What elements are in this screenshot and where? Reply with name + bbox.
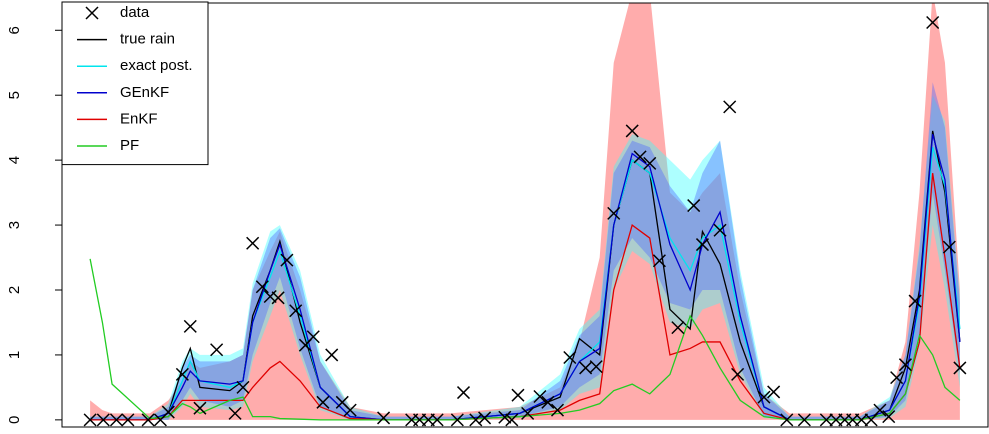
data-point [271, 291, 285, 305]
data-point [228, 406, 242, 420]
data-point [498, 410, 512, 424]
data-point [607, 206, 621, 220]
data-point [263, 289, 277, 304]
data-point [780, 413, 794, 427]
data-point [456, 386, 471, 400]
plot-area [83, 3, 967, 427]
y-tick-label: 0 [6, 416, 23, 424]
data-point [430, 413, 444, 427]
legend-label: PF [120, 137, 139, 154]
data-point [731, 367, 745, 381]
data-point [652, 254, 666, 268]
legend-label: EnKF [120, 110, 158, 127]
data-point [505, 413, 519, 427]
y-tick-label: 6 [6, 26, 23, 34]
data-point [873, 403, 887, 417]
data-point [908, 294, 922, 308]
legend: data true rain exact post. GEnKF EnKF PF [61, 1, 209, 166]
y-tick-label: 4 [6, 156, 23, 164]
data-point [550, 403, 565, 417]
data-point [589, 360, 603, 374]
data-point [563, 350, 577, 365]
data-point [521, 406, 535, 420]
data-point [625, 124, 639, 138]
uncertainty-band [90, 3, 960, 420]
data-point [450, 413, 464, 427]
data-point [541, 395, 555, 409]
data-point [854, 413, 869, 427]
uncertainty-band [90, 82, 960, 420]
data-point [289, 304, 303, 318]
legend-label: data [120, 4, 150, 21]
y-tick-label: 5 [6, 91, 23, 99]
data-point [723, 100, 737, 114]
data-point [96, 413, 110, 427]
data-point [121, 413, 135, 427]
data-point [579, 361, 593, 375]
data-point [926, 15, 940, 30]
data-point [141, 413, 155, 427]
data-point [819, 413, 833, 427]
y-axis: 0 1 2 3 4 5 6 [6, 26, 62, 424]
data-point [306, 330, 320, 344]
data-point [898, 358, 912, 372]
data-point [255, 280, 269, 294]
data-point [236, 380, 250, 394]
data-point [757, 390, 771, 404]
data-point [246, 236, 260, 250]
data-point [478, 411, 492, 425]
data-point [109, 413, 124, 427]
data-point [175, 367, 189, 381]
data-point [161, 405, 175, 419]
data-point [193, 401, 207, 415]
legend-label: exact post. [120, 57, 193, 74]
data-point [343, 403, 357, 417]
data-point [953, 361, 967, 375]
data-point [713, 223, 727, 237]
legend-marker [85, 6, 99, 20]
data-point [797, 413, 811, 427]
data-point [671, 321, 685, 335]
data-point [469, 413, 483, 427]
plot-frame [61, 2, 989, 428]
data-point [183, 319, 197, 333]
data-point [767, 385, 781, 399]
data-point [210, 343, 224, 357]
legend-label: true rain [120, 31, 175, 48]
legend-box [61, 1, 209, 166]
data-point [325, 348, 339, 362]
data-point [633, 150, 647, 164]
y-tick-label: 1 [6, 351, 23, 359]
data-point [687, 199, 701, 213]
data-point [942, 240, 956, 254]
data-point [643, 156, 657, 170]
y-tick-label: 2 [6, 286, 23, 294]
data-point [377, 411, 391, 425]
data-point [280, 253, 294, 267]
data-point [695, 238, 709, 252]
data-point [511, 388, 525, 402]
data-point [882, 410, 896, 424]
data-point [316, 395, 330, 409]
y-tick-label: 3 [6, 221, 23, 229]
legend-label: GEnKF [120, 84, 169, 101]
data-point [83, 413, 97, 427]
data-point [533, 389, 547, 404]
data-point [890, 371, 904, 385]
